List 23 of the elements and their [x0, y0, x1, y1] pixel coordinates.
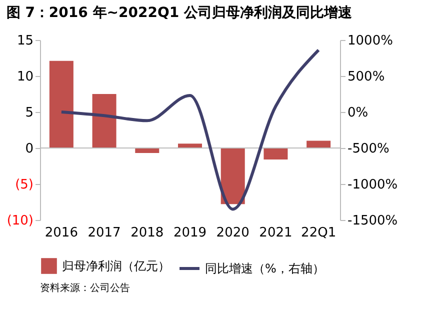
x-tick-label: 2021 [259, 226, 292, 240]
chart-title: 图 7：2016 年~2022Q1 公司归母净利润及同比增速 [6, 4, 353, 21]
y2-tick-label: 0% [348, 106, 368, 120]
y2-tick-label: -1000% [348, 178, 398, 192]
y-tick-label: 5 [25, 106, 34, 120]
y-tick-label: 10 [16, 70, 34, 84]
text: 资料来源：公司公告 [40, 282, 130, 294]
x-tick-label: 2016 [44, 226, 78, 240]
y-tick-label: (10) [6, 214, 34, 228]
y2-tick-label: -500% [348, 142, 390, 156]
y-tick-label: 0 [25, 142, 34, 156]
legend-label: 同比增速（%，右轴） [205, 262, 324, 276]
x-tick-label: 2017 [88, 226, 121, 240]
y2-tick-label: 500% [348, 70, 385, 84]
y-tick-label: 15 [16, 34, 34, 48]
y-tick-label: (5) [15, 178, 34, 192]
x-tick-label: 2020 [216, 226, 250, 240]
y2-tick-label: -1500% [348, 214, 398, 228]
legend-label: 归母净利润（亿元） [62, 259, 170, 273]
x-tick-label: 2018 [130, 226, 164, 240]
y2-tick-label: 1000% [348, 34, 393, 48]
x-tick-label: 2019 [173, 226, 207, 240]
x-tick-label: 22Q1 [301, 226, 336, 240]
